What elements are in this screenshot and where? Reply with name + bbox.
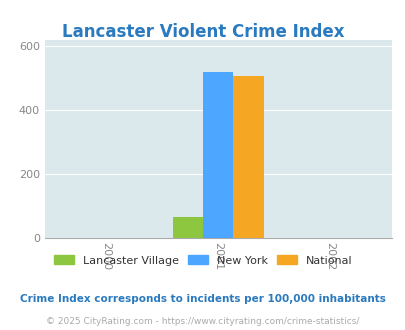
Bar: [233, 76, 263, 238]
Bar: [202, 72, 233, 238]
Text: © 2025 CityRating.com - https://www.cityrating.com/crime-statistics/: © 2025 CityRating.com - https://www.city…: [46, 317, 359, 326]
Bar: [173, 217, 202, 238]
Text: Lancaster Violent Crime Index: Lancaster Violent Crime Index: [62, 23, 343, 41]
Legend: Lancaster Village, New York, National: Lancaster Village, New York, National: [49, 251, 356, 270]
Text: Crime Index corresponds to incidents per 100,000 inhabitants: Crime Index corresponds to incidents per…: [20, 294, 385, 304]
